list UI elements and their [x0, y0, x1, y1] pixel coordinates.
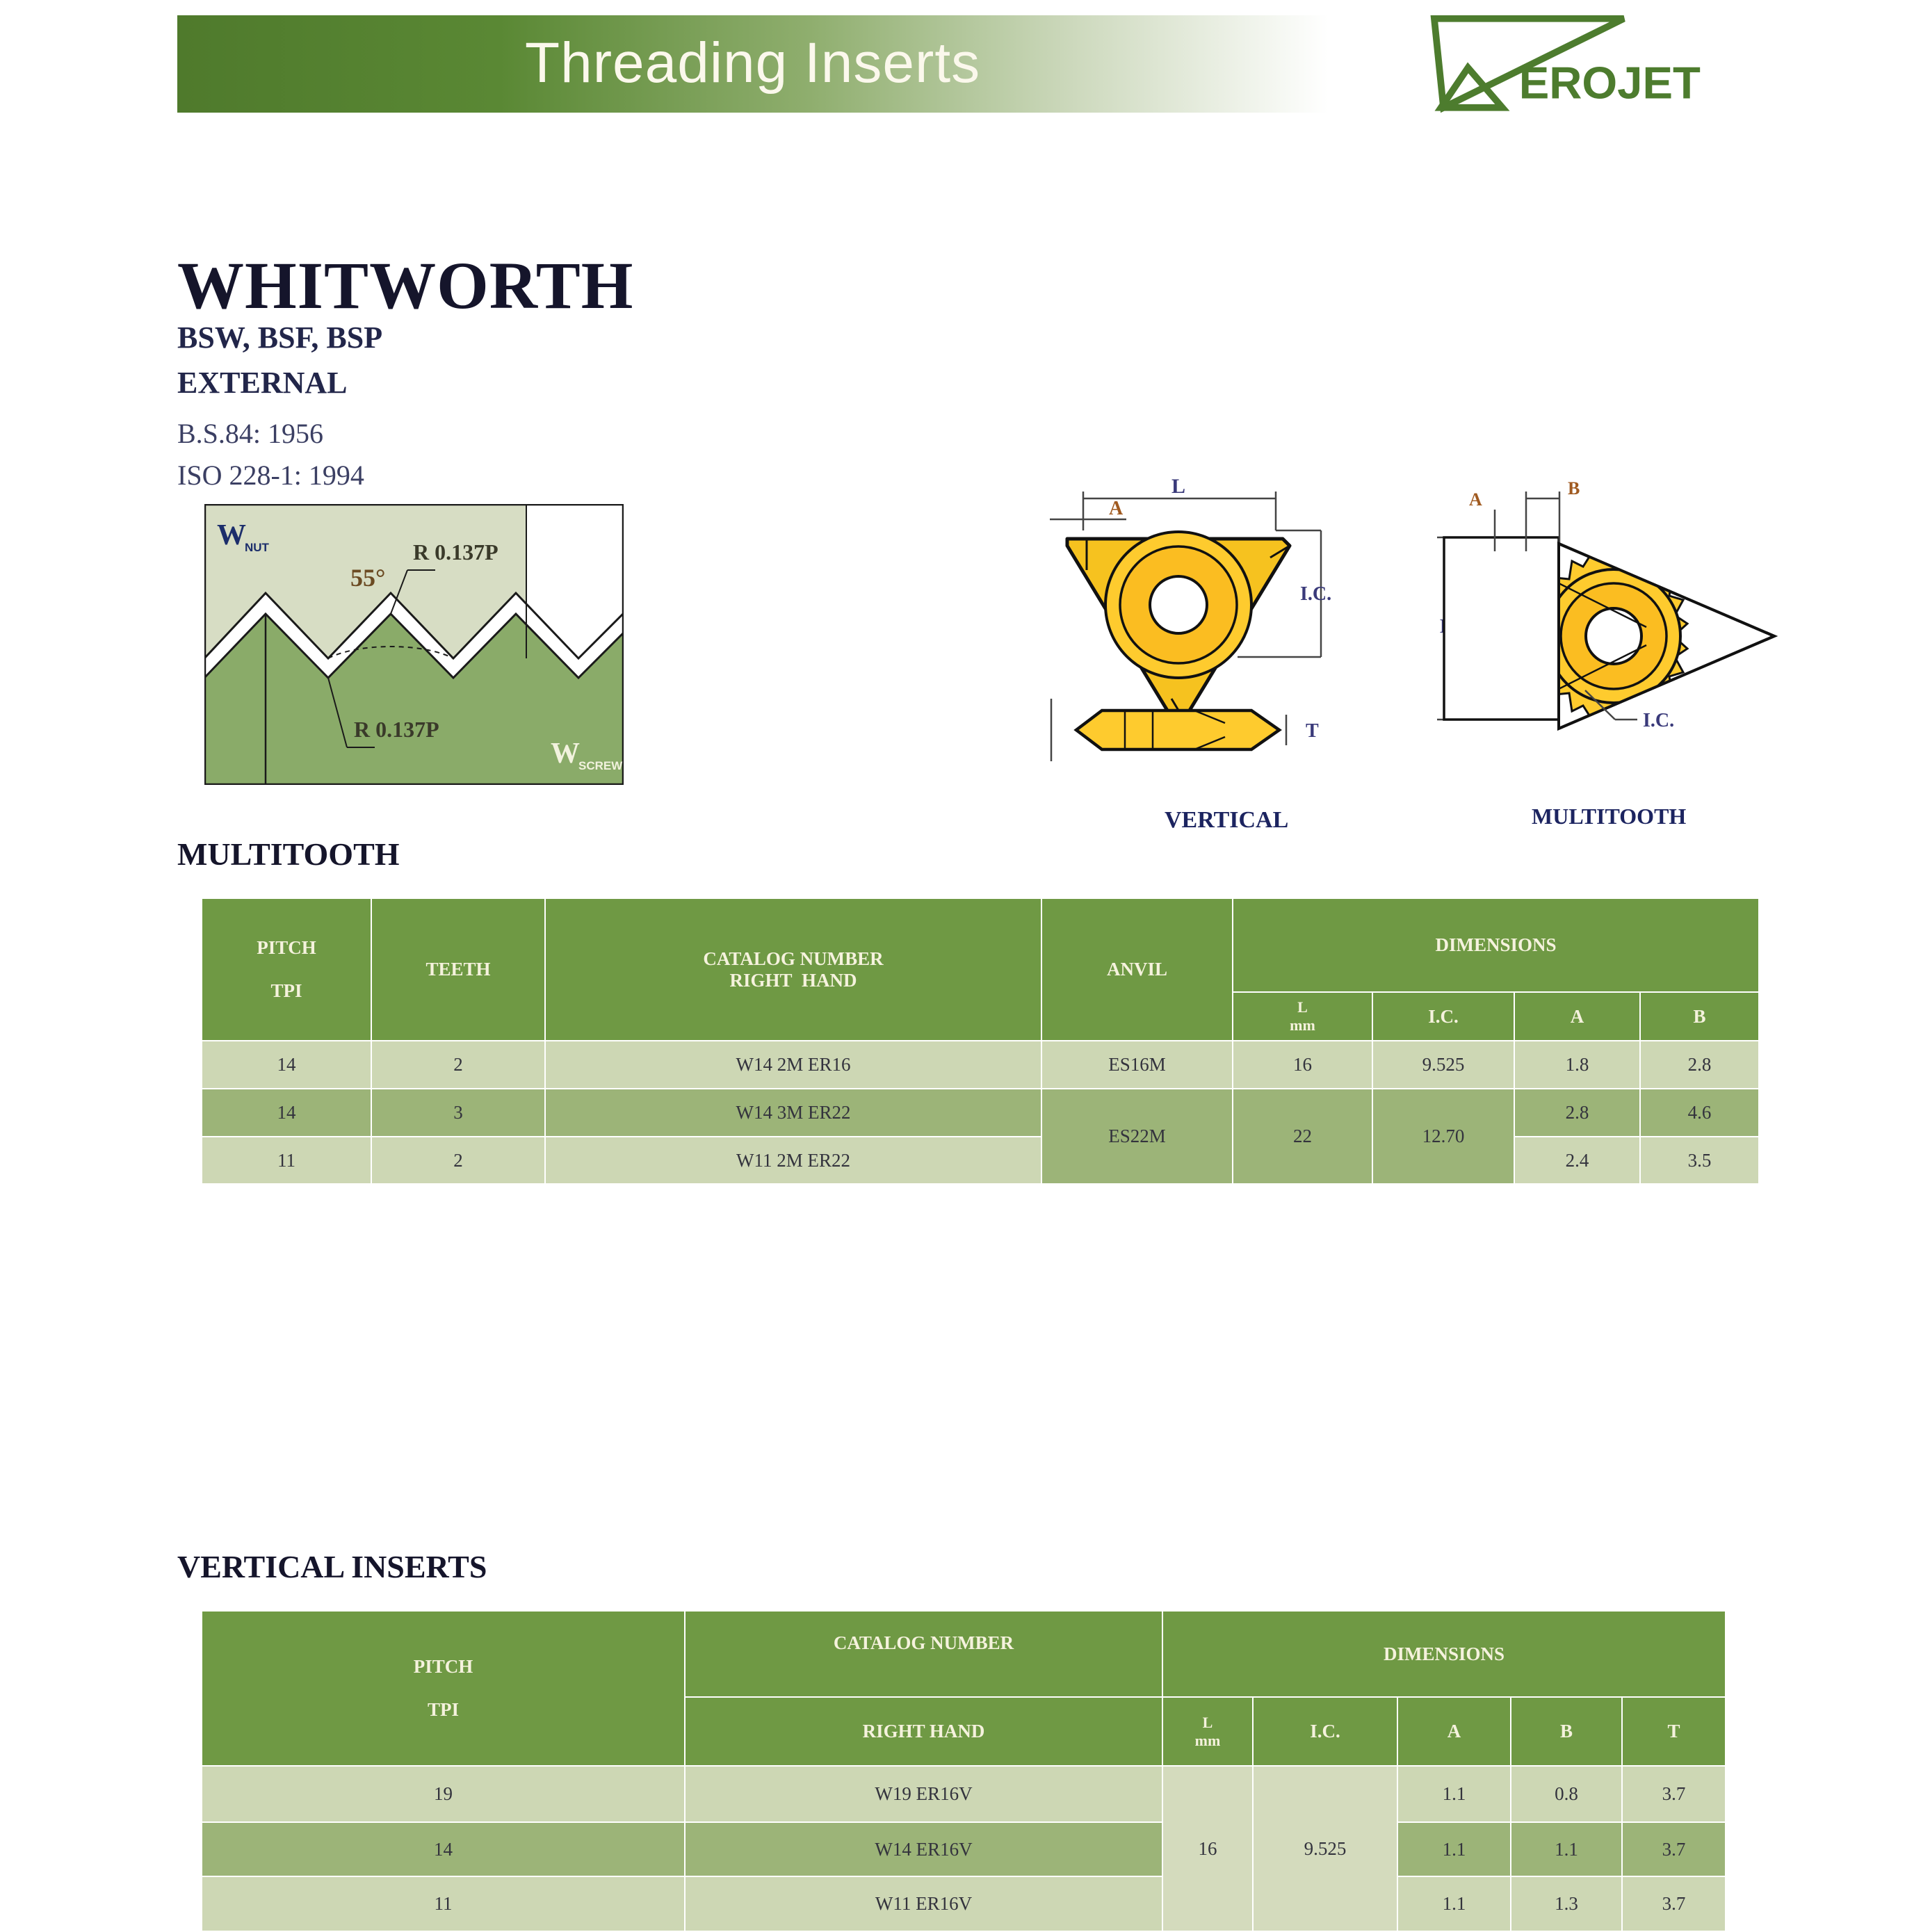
svg-text:W: W: [217, 519, 246, 551]
svg-text:55°: 55°: [350, 564, 385, 592]
svg-text:VERTICAL: VERTICAL: [1165, 807, 1288, 833]
svg-text:R 0.137P: R 0.137P: [354, 717, 439, 742]
svg-text:SCREW: SCREW: [578, 759, 623, 772]
svg-text:W: W: [551, 738, 580, 770]
svg-text:I.C.: I.C.: [1643, 710, 1674, 731]
svg-text:EROJET: EROJET: [1519, 58, 1701, 108]
svg-text:B: B: [1568, 478, 1580, 498]
svg-text:MULTITOOTH: MULTITOOTH: [1532, 804, 1686, 829]
svg-text:I.C.: I.C.: [1300, 583, 1331, 605]
svg-text:NUT: NUT: [245, 541, 270, 554]
svg-text:R 0.137P: R 0.137P: [413, 539, 498, 565]
svg-text:L: L: [1171, 476, 1185, 498]
svg-text:T: T: [1306, 720, 1319, 742]
svg-text:A: A: [1469, 489, 1482, 510]
svg-text:A: A: [1109, 498, 1124, 519]
